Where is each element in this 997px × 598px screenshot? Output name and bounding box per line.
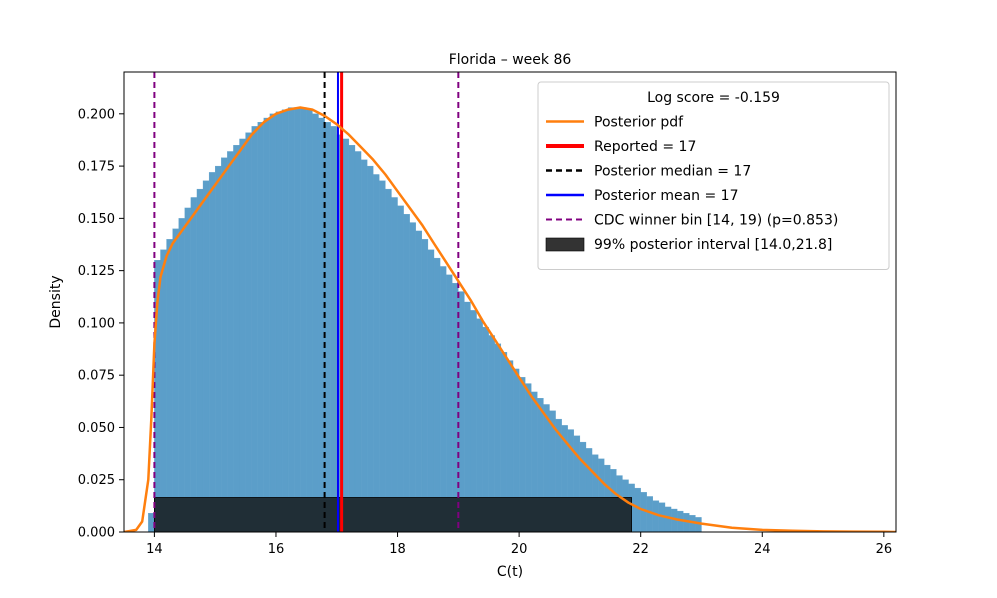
histogram-bar: [196, 188, 204, 532]
histogram-bar: [281, 109, 289, 532]
y-tick-label: 0.100: [78, 316, 115, 331]
histogram-bar: [379, 180, 386, 532]
histogram-bar: [245, 132, 252, 532]
histogram-bar: [300, 107, 307, 532]
y-axis-ticks: 0.000 0.025 0.050 0.075 0.100 0.125 0.150 0.175…: [78, 107, 124, 541]
x-tick-label: 14: [146, 542, 163, 557]
histogram-bar: [251, 126, 258, 532]
histogram-bar: [415, 230, 423, 532]
y-tick-label: 0.075: [78, 369, 115, 384]
legend-box: [537, 81, 890, 270]
plot-frame: [123, 71, 897, 533]
y-tick-label: 0.000: [78, 526, 115, 541]
histogram-bar: [409, 222, 416, 532]
histogram-bar: [354, 151, 362, 532]
histogram-bar: [172, 228, 179, 532]
histogram-bar: [348, 145, 356, 532]
histogram-bar: [166, 239, 173, 532]
y-tick-label: 0.175: [78, 160, 115, 175]
histogram-bar: [190, 197, 198, 532]
histogram-bar: [269, 113, 277, 532]
y-tick-label: 0.125: [78, 264, 115, 279]
histogram-bar: [427, 249, 435, 532]
y-tick-label: 0.025: [78, 473, 115, 488]
legend-entries: Posterior pdf Reported = 17 Posterior medi…: [545, 115, 838, 253]
x-axis-title: C(t): [497, 564, 523, 580]
legend-swatch: [545, 237, 585, 252]
histogram-bar: [312, 113, 319, 532]
y-axis-title: Density: [48, 275, 64, 328]
histogram-bar: [239, 138, 246, 532]
y-tick-label: 0.050: [78, 421, 115, 436]
chart-title: Florida – week 86: [449, 52, 572, 68]
histogram-bar: [202, 180, 210, 532]
histogram-bar: [208, 172, 216, 532]
histogram-bars: [148, 107, 702, 532]
plot-area: [124, 72, 896, 532]
histogram-bar: [275, 111, 283, 532]
histogram-bar: [664, 506, 672, 532]
x-tick-label: 24: [754, 542, 771, 557]
posterior-interval-bar: [153, 497, 632, 532]
histogram-bar: [257, 122, 264, 532]
histogram-bar: [640, 492, 647, 532]
y-tick-label: 0.150: [78, 212, 115, 227]
histogram-bar: [178, 218, 185, 532]
legend: Log score = -0.159 Posterior pdf Reported…: [537, 81, 890, 270]
pdf-layer: [124, 106, 896, 532]
histogram-bar: [160, 249, 167, 532]
histogram-bar: [215, 165, 222, 532]
histogram-bar: [294, 107, 301, 532]
y-tick-label: 0.200: [78, 107, 115, 122]
histogram-bar: [421, 239, 429, 532]
legend-label: Posterior pdf: [594, 115, 684, 131]
histogram-bar: [634, 487, 641, 532]
legend-label: CDC winner bin [14, 19) (p=0.853): [594, 213, 838, 229]
histogram-bar: [360, 159, 368, 532]
histogram-bar: [433, 257, 441, 532]
x-tick-label: 16: [268, 542, 285, 557]
interval-layer: [153, 497, 632, 532]
histogram-bar: [397, 205, 404, 532]
histogram-bar: [184, 207, 192, 532]
histogram-bar: [227, 151, 234, 532]
histogram-bar: [306, 109, 313, 532]
histogram-bar: [221, 157, 228, 532]
histogram-bar: [342, 138, 350, 532]
vertical-lines: [153, 72, 460, 532]
histogram-bar: [446, 274, 453, 532]
x-tick-label: 26: [876, 542, 893, 557]
histogram-bar: [646, 496, 654, 532]
histogram-bar: [330, 126, 337, 532]
x-tick-label: 22: [632, 542, 649, 557]
legend-title: Log score = -0.159: [647, 90, 780, 106]
x-tick-label: 20: [511, 542, 528, 557]
histogram-bar: [403, 214, 410, 532]
histogram-bar: [439, 266, 447, 532]
histogram-bar: [373, 174, 380, 532]
legend-label: 99% posterior interval [14.0,21.8]: [594, 237, 832, 253]
x-axis-ticks: 14 16 18 20 22 24 26: [146, 532, 892, 557]
histogram-bar: [366, 165, 374, 532]
pdf-curve: [124, 106, 896, 532]
histogram-bar: [287, 107, 295, 532]
histogram-bar: [233, 145, 240, 532]
legend-label: Posterior mean = 17: [594, 188, 738, 204]
histogram-bar: [263, 117, 271, 532]
x-tick-label: 18: [389, 542, 406, 557]
legend-label: Reported = 17: [594, 139, 696, 155]
histogram-bar: [652, 500, 660, 532]
legend-label: Posterior median = 17: [594, 164, 751, 180]
histogram-bar: [391, 197, 398, 532]
histogram-bar: [385, 188, 392, 532]
